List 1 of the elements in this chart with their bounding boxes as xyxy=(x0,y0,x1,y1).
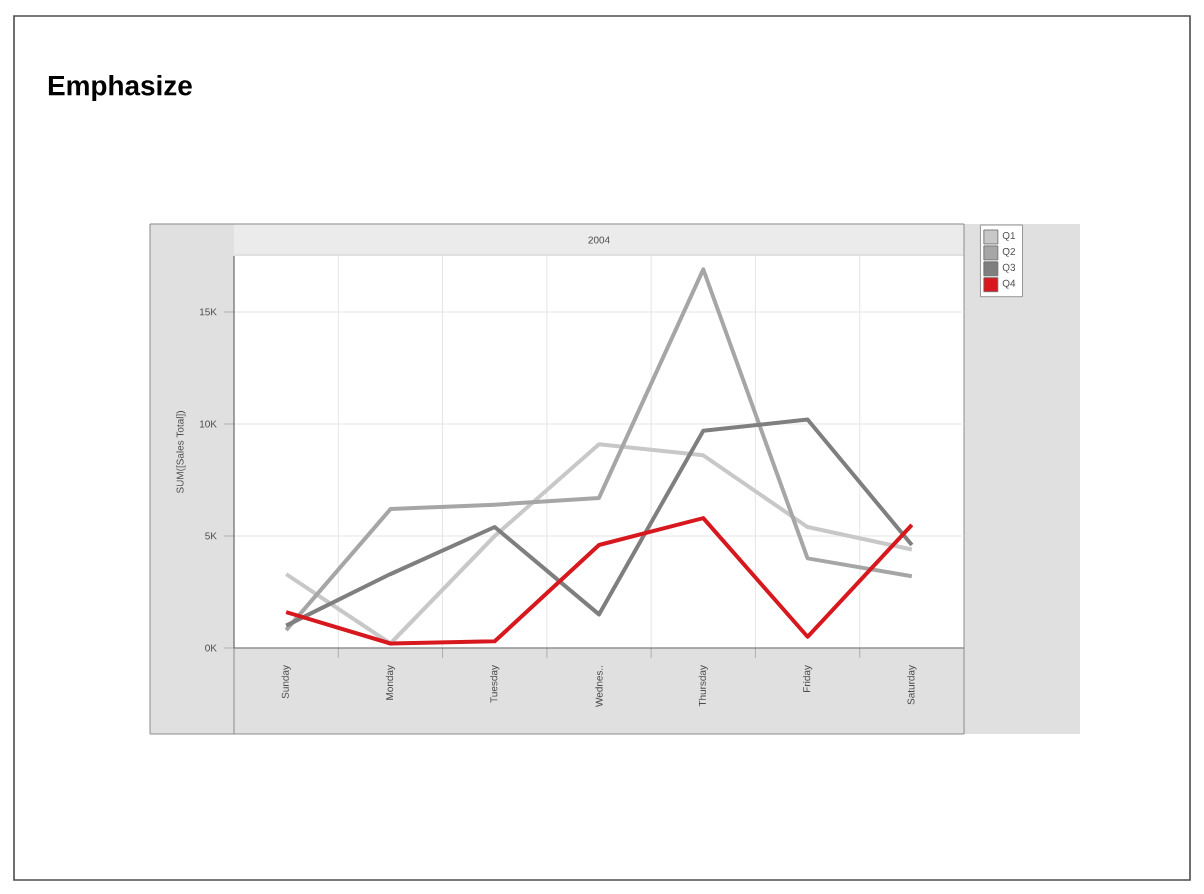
chart-title: Emphasize xyxy=(48,74,192,101)
